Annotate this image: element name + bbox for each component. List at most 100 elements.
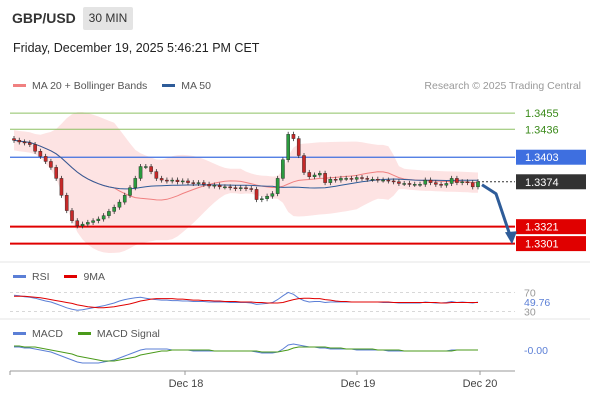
- price-panel: 1.3455 1.3436 1.3403 1.3374 1.3321 1.3301: [10, 108, 586, 253]
- candle-body: [476, 181, 480, 188]
- candle-body: [260, 198, 264, 200]
- candle-body: [275, 178, 280, 194]
- candle-body: [170, 179, 174, 182]
- candle-body: [402, 183, 406, 185]
- legend-macd-item: MACD: [13, 328, 63, 340]
- candle-body: [423, 179, 428, 185]
- candle-body: [302, 155, 306, 173]
- macd-series-MACD: [14, 343, 478, 364]
- candle-body: [202, 182, 206, 185]
- rsi-swatch: [13, 274, 26, 278]
- timeframe-badge[interactable]: 30 MIN: [83, 7, 133, 30]
- x-tick-label: Dec 20: [463, 378, 498, 390]
- candle-body: [238, 187, 243, 189]
- macd-panel: -0.00: [14, 343, 548, 364]
- candle-body: [128, 187, 132, 196]
- ma9-swatch: [64, 274, 78, 278]
- macd-swatch: [13, 331, 26, 335]
- candle-body: [354, 177, 359, 180]
- legend-9ma-label: 9MA: [83, 271, 106, 283]
- candle-body: [196, 182, 201, 184]
- level-label-bg-1.3321: [516, 219, 586, 235]
- forecast-arrow-head: [505, 231, 517, 245]
- candle-body: [376, 179, 380, 181]
- research-credit: Research © 2025 Trading Central: [424, 80, 581, 92]
- candle-body: [122, 195, 127, 203]
- candle-body: [64, 195, 69, 211]
- rsi-legend: RSI 9MA: [13, 271, 105, 283]
- main-legend: MA 20 + Bollinger Bands MA 50: [13, 80, 211, 92]
- level-label-1.3403: 1.3403: [525, 152, 559, 164]
- candle-body: [149, 166, 153, 172]
- candle-body: [333, 179, 338, 181]
- candle-body: [349, 178, 354, 180]
- candle-body: [449, 178, 454, 184]
- candle-body: [460, 181, 464, 183]
- rsi-level-label-70: 70: [524, 287, 536, 299]
- candle-body: [434, 182, 438, 185]
- rsi-current-value: 49.76: [524, 297, 550, 309]
- candle-body: [291, 134, 296, 139]
- candle-body: [391, 180, 396, 183]
- macd-legend: MACD MACD Signal: [13, 328, 160, 340]
- candle-body: [75, 220, 80, 227]
- candle-body: [70, 210, 74, 221]
- candle-body: [17, 140, 22, 143]
- level-label-bg-1.3374: [516, 174, 586, 190]
- candle-body: [244, 187, 248, 189]
- candle-body: [54, 167, 58, 179]
- legend-macd-signal-label: MACD Signal: [96, 328, 160, 340]
- candle-body: [339, 178, 343, 181]
- candle-body: [175, 179, 180, 182]
- candle-body: [49, 161, 53, 168]
- candle-body: [439, 184, 443, 186]
- candle-body: [38, 151, 43, 157]
- candle-body: [96, 218, 101, 221]
- candle-body: [249, 188, 254, 190]
- candle-body: [117, 201, 122, 208]
- forecast-arrow: [481, 183, 513, 239]
- level-label-1.3321: 1.3321: [525, 222, 559, 234]
- legend-macd-label: MACD: [32, 328, 63, 340]
- x-tick-label: Dec 18: [169, 378, 204, 390]
- candle-body: [323, 173, 327, 183]
- rsi-series-RSI: [13, 291, 479, 311]
- macd-current-value: -0.00: [524, 345, 548, 357]
- candle-body: [344, 178, 348, 180]
- candle-body: [397, 181, 401, 184]
- candle-body: [470, 182, 475, 188]
- rsi-series-9MA: [14, 295, 478, 309]
- candle-body: [165, 179, 169, 182]
- ma50-swatch: [162, 83, 176, 87]
- candle-body: [217, 184, 222, 188]
- candle-body: [107, 211, 111, 216]
- candle-body: [59, 178, 64, 196]
- x-axis: Dec 18 Dec 19 Dec 20: [9, 371, 498, 390]
- x-tick-label: Dec 19: [341, 378, 376, 390]
- candle-body: [154, 171, 159, 179]
- candle-body: [144, 166, 148, 168]
- candle-body: [254, 189, 259, 200]
- legend-ma50-label: MA 50: [181, 80, 211, 92]
- candle-body: [112, 206, 116, 212]
- level-label-bg-1.3301: [516, 236, 586, 252]
- candle-body: [281, 159, 285, 179]
- candle-body: [381, 179, 385, 182]
- macd-series-MACD-Signal: [14, 345, 478, 362]
- legend-ma20-item: MA 20 + Bollinger Bands: [13, 80, 147, 92]
- timestamp: Friday, December 19, 2025 5:46:21 PM CET: [13, 41, 260, 55]
- candle-body: [444, 183, 449, 186]
- legend-rsi-label: RSI: [32, 271, 50, 283]
- candle-body: [328, 179, 333, 183]
- candle-body: [191, 182, 196, 184]
- candle-body: [223, 186, 227, 189]
- chart-header: GBP/USD 30 MIN: [0, 0, 590, 40]
- legend-ma20-label: MA 20 + Bollinger Bands: [32, 80, 148, 92]
- candle-body: [138, 166, 143, 179]
- candle-body: [43, 156, 48, 162]
- candle-body: [33, 144, 37, 152]
- candle-body: [180, 180, 185, 183]
- level-label-1.3455: 1.3455: [525, 108, 559, 120]
